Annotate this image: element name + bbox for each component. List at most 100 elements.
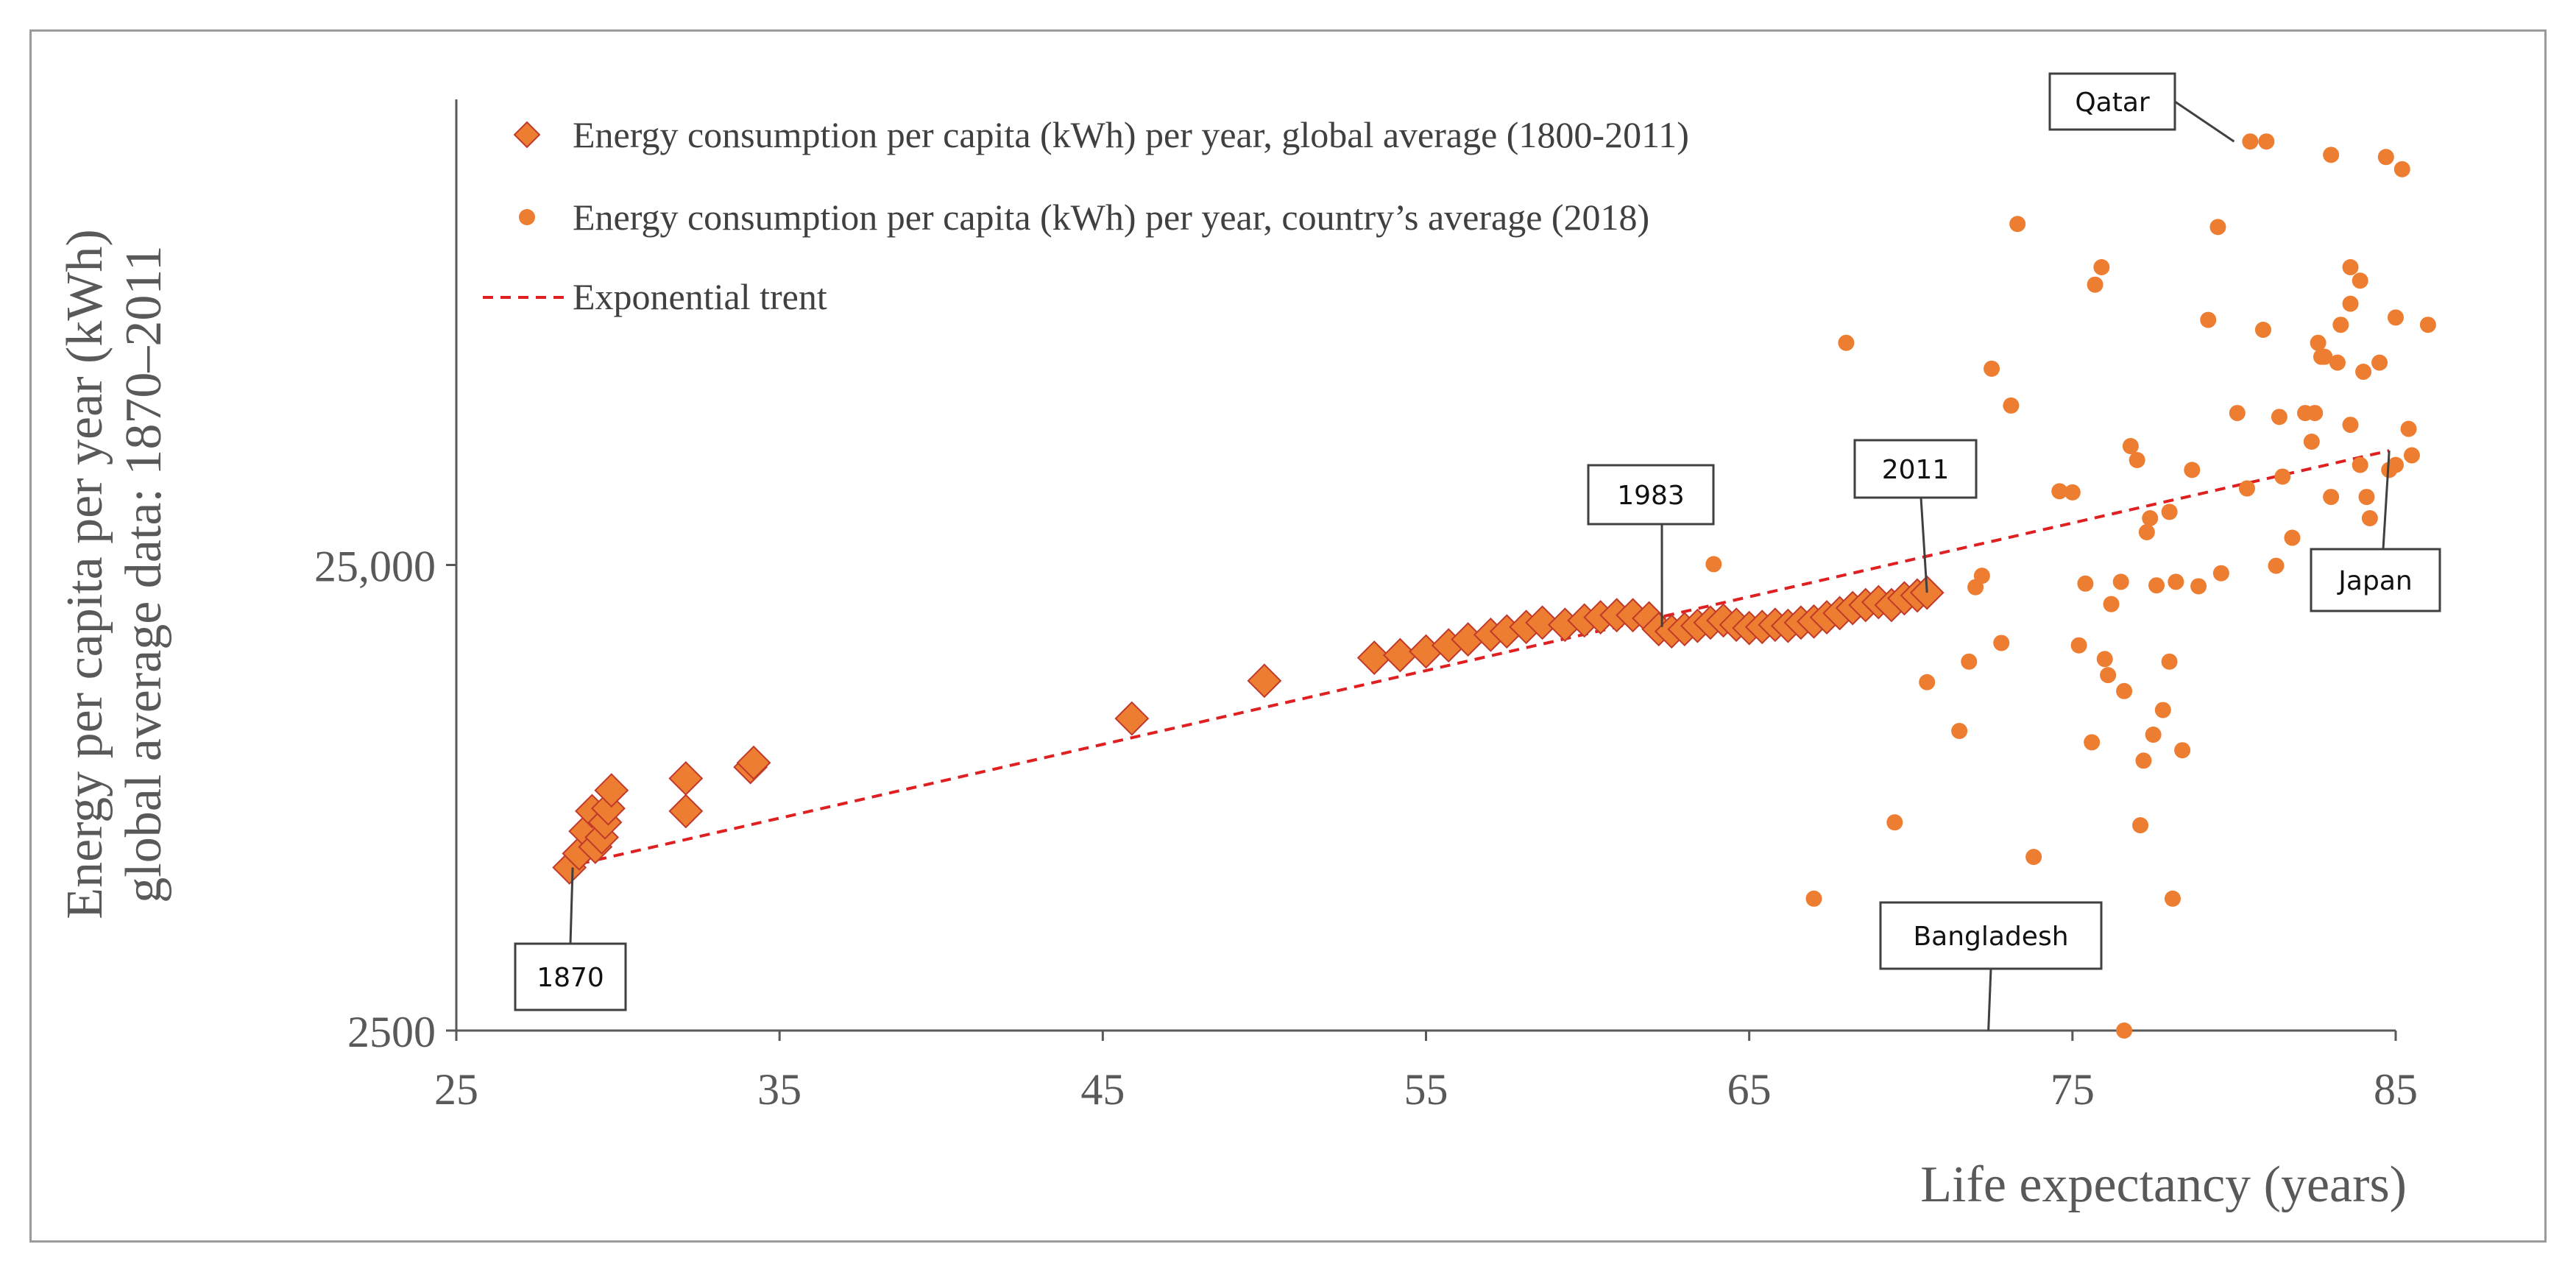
- global-average-point: [736, 745, 771, 780]
- x-axis-title: Life expectancy (years): [1920, 1156, 2407, 1213]
- x-tick-label: 55: [1404, 1065, 1448, 1114]
- country-point: [2238, 480, 2255, 497]
- country-point: [2200, 311, 2217, 328]
- global-average-point: [1525, 605, 1560, 640]
- country-point: [2352, 456, 2368, 473]
- country-point: [2084, 734, 2101, 751]
- callout: 1870: [514, 867, 627, 1011]
- trend-line: [578, 449, 2390, 866]
- y-axis-title: Energy per capita per year (kWh): [57, 229, 113, 919]
- callout: 1983: [1587, 464, 1715, 627]
- country-point: [2388, 309, 2404, 326]
- country-point: [2093, 259, 2110, 276]
- country-point: [2100, 667, 2117, 684]
- callout: 2011: [1853, 439, 1978, 593]
- country-point: [1951, 723, 1968, 740]
- country-point: [2138, 523, 2155, 540]
- callout-box: [2310, 548, 2441, 612]
- country-point: [1886, 814, 1903, 831]
- country-point: [2129, 451, 2145, 468]
- global-average-point: [668, 794, 704, 829]
- country-point: [2371, 354, 2388, 371]
- country-point: [1705, 556, 1722, 573]
- country-point: [2271, 409, 2287, 425]
- country-point: [2103, 596, 2120, 612]
- legend-diamond-marker: [513, 121, 541, 149]
- y-axis-title-line2: global average data: 1870–2011: [116, 245, 172, 903]
- country-point: [2154, 702, 2171, 718]
- country-point: [2116, 682, 2133, 699]
- legend-label-global: Energy consumption per capita (kWh) per …: [573, 114, 1689, 155]
- country-point: [2142, 510, 2159, 527]
- callout: Japan: [2310, 451, 2441, 612]
- country-point: [2332, 317, 2349, 333]
- callout-label: Qatar: [2075, 88, 2150, 118]
- callout-box: [2048, 72, 2176, 131]
- country-point: [2342, 295, 2359, 312]
- country-point: [2025, 849, 2042, 866]
- callout-leader: [1987, 968, 1992, 1031]
- country-point: [2400, 420, 2417, 437]
- country-point: [2135, 752, 2152, 769]
- country-point: [2174, 742, 2191, 759]
- country-point: [2329, 354, 2346, 371]
- country-point: [2122, 438, 2139, 455]
- country-point: [2212, 565, 2229, 582]
- country-point: [2070, 637, 2087, 654]
- country-point: [1993, 635, 2010, 651]
- country-point: [2310, 334, 2326, 351]
- country-point: [2307, 405, 2324, 422]
- country-point: [2209, 219, 2226, 236]
- country-point: [2342, 417, 2359, 434]
- country-point: [2161, 653, 2178, 670]
- country-point: [2274, 468, 2291, 485]
- callout: Qatar: [2048, 72, 2235, 143]
- x-tick-label: 25: [434, 1065, 478, 1114]
- global-average-point: [1356, 640, 1392, 675]
- country-point: [2254, 321, 2271, 338]
- axes: [455, 99, 2396, 1032]
- country-point: [2184, 462, 2201, 478]
- country-point: [2268, 557, 2285, 574]
- callout: Bangladesh: [1879, 901, 2103, 1031]
- country-point: [2358, 489, 2375, 506]
- global-average-point: [668, 761, 704, 796]
- country-point: [1961, 653, 1978, 670]
- y-tick-label: 25,000: [314, 543, 436, 591]
- legend: Energy consumption per capita (kWh) per …: [483, 114, 1689, 317]
- country-point: [2381, 462, 2398, 478]
- country-point: [2164, 890, 2181, 907]
- callout-box: [514, 942, 627, 1011]
- country-point: [2355, 364, 2372, 381]
- country-point: [2284, 529, 2301, 546]
- callout-label: Japan: [2337, 566, 2412, 596]
- legend-circle-marker: [519, 209, 535, 225]
- country-point: [2258, 133, 2275, 150]
- country-point: [2190, 578, 2207, 595]
- global-average-point: [594, 773, 629, 808]
- country-point: [2051, 483, 2068, 500]
- country-point: [2393, 160, 2410, 177]
- country-point: [2009, 216, 2026, 233]
- callout-leader: [1919, 497, 1928, 593]
- country-point: [1973, 568, 1990, 584]
- callout-leader: [2174, 100, 2235, 143]
- country-point: [2161, 504, 2178, 520]
- country-point: [2145, 727, 2162, 743]
- x-tick-label: 45: [1080, 1065, 1125, 1114]
- annotations: 1870 1983 2011 Bangladesh Qatar Japan: [514, 72, 2441, 1031]
- callout-leader: [2382, 451, 2391, 550]
- country-point: [2087, 276, 2103, 293]
- country-point: [2112, 573, 2129, 590]
- callout-leader: [569, 867, 574, 944]
- legend-label-country: Energy consumption per capita (kWh) per …: [573, 197, 1649, 238]
- country-point: [2077, 575, 2094, 592]
- country-point: [2361, 510, 2378, 527]
- callout-box: [1879, 901, 2103, 970]
- country-point: [2313, 348, 2329, 365]
- country-point: [1984, 360, 2000, 377]
- country-point: [2116, 1022, 2133, 1039]
- country-point: [2003, 397, 2020, 414]
- callout-label: 2011: [1882, 455, 1950, 485]
